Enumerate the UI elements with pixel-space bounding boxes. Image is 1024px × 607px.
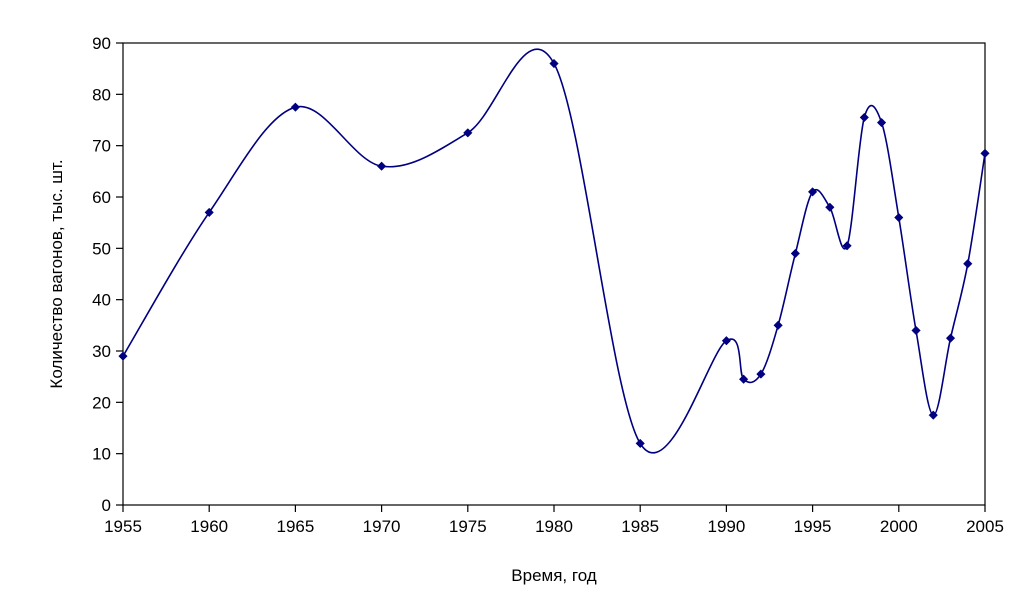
svg-text:1975: 1975 [449,517,487,536]
svg-text:1965: 1965 [276,517,314,536]
svg-text:1960: 1960 [190,517,228,536]
svg-text:80: 80 [92,85,111,104]
svg-text:20: 20 [92,393,111,412]
svg-text:2000: 2000 [880,517,918,536]
svg-text:1985: 1985 [621,517,659,536]
svg-text:10: 10 [92,445,111,464]
svg-text:0: 0 [102,496,111,515]
x-axis-title: Время, год [511,566,597,585]
svg-text:1995: 1995 [794,517,832,536]
svg-text:50: 50 [92,239,111,258]
svg-text:1990: 1990 [707,517,745,536]
svg-text:40: 40 [92,291,111,310]
svg-text:60: 60 [92,188,111,207]
y-axis-title: Количество вагонов, тыс. шт. [47,159,66,389]
svg-text:2005: 2005 [966,517,1004,536]
svg-text:90: 90 [92,34,111,53]
svg-text:1980: 1980 [535,517,573,536]
svg-text:1970: 1970 [363,517,401,536]
svg-text:30: 30 [92,342,111,361]
svg-text:70: 70 [92,137,111,156]
svg-text:1955: 1955 [104,517,142,536]
